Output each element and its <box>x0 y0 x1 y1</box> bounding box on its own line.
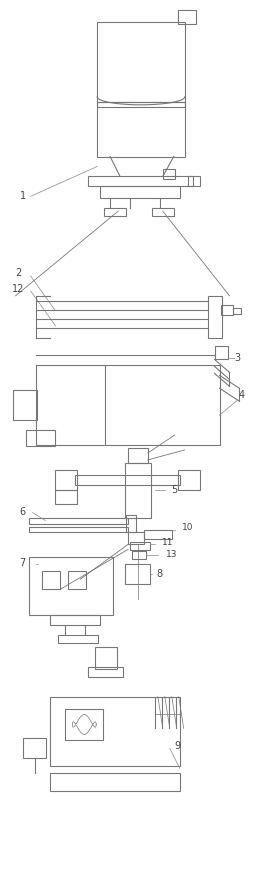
Text: 10: 10 <box>182 523 194 532</box>
Bar <box>188 176 200 187</box>
Bar <box>68 571 86 590</box>
Bar <box>50 697 180 766</box>
Bar <box>125 463 151 517</box>
Bar <box>95 647 117 669</box>
Bar <box>58 635 98 643</box>
Text: 6: 6 <box>20 507 26 517</box>
Bar <box>50 774 180 791</box>
Bar <box>128 532 144 545</box>
Bar <box>50 615 100 625</box>
Bar <box>43 571 60 590</box>
Bar <box>29 517 128 524</box>
Bar <box>222 304 233 315</box>
Bar <box>97 102 185 157</box>
Bar <box>178 11 196 25</box>
Text: 13: 13 <box>166 550 178 559</box>
Bar <box>233 308 241 313</box>
Text: 12: 12 <box>12 284 25 294</box>
Bar <box>65 708 103 740</box>
Bar <box>36 365 220 445</box>
Bar <box>125 564 150 584</box>
Bar <box>97 22 185 106</box>
Text: 8: 8 <box>157 569 163 579</box>
Text: 11: 11 <box>162 538 174 547</box>
Bar <box>152 209 174 216</box>
Bar <box>130 542 150 550</box>
Bar <box>144 530 172 539</box>
Bar <box>104 209 126 216</box>
Bar <box>13 390 36 420</box>
Bar <box>208 296 222 338</box>
Bar <box>88 176 193 187</box>
Bar <box>126 515 136 532</box>
Text: 2: 2 <box>15 268 22 278</box>
Text: 9: 9 <box>175 741 181 752</box>
Bar <box>128 448 148 463</box>
Bar <box>88 667 123 677</box>
Bar <box>163 170 175 180</box>
Bar <box>178 470 200 490</box>
Bar <box>55 470 77 490</box>
Bar <box>29 557 113 615</box>
Text: 7: 7 <box>19 558 26 568</box>
Bar <box>23 738 46 759</box>
Bar <box>100 187 180 198</box>
Bar <box>29 526 128 532</box>
Text: 4: 4 <box>238 390 244 400</box>
Bar <box>55 490 77 503</box>
Bar <box>132 552 146 560</box>
Text: 1: 1 <box>20 191 26 202</box>
Bar <box>215 346 229 359</box>
Text: 5: 5 <box>172 485 178 495</box>
Bar <box>75 475 180 485</box>
Bar <box>26 430 55 446</box>
Text: 3: 3 <box>234 354 240 363</box>
